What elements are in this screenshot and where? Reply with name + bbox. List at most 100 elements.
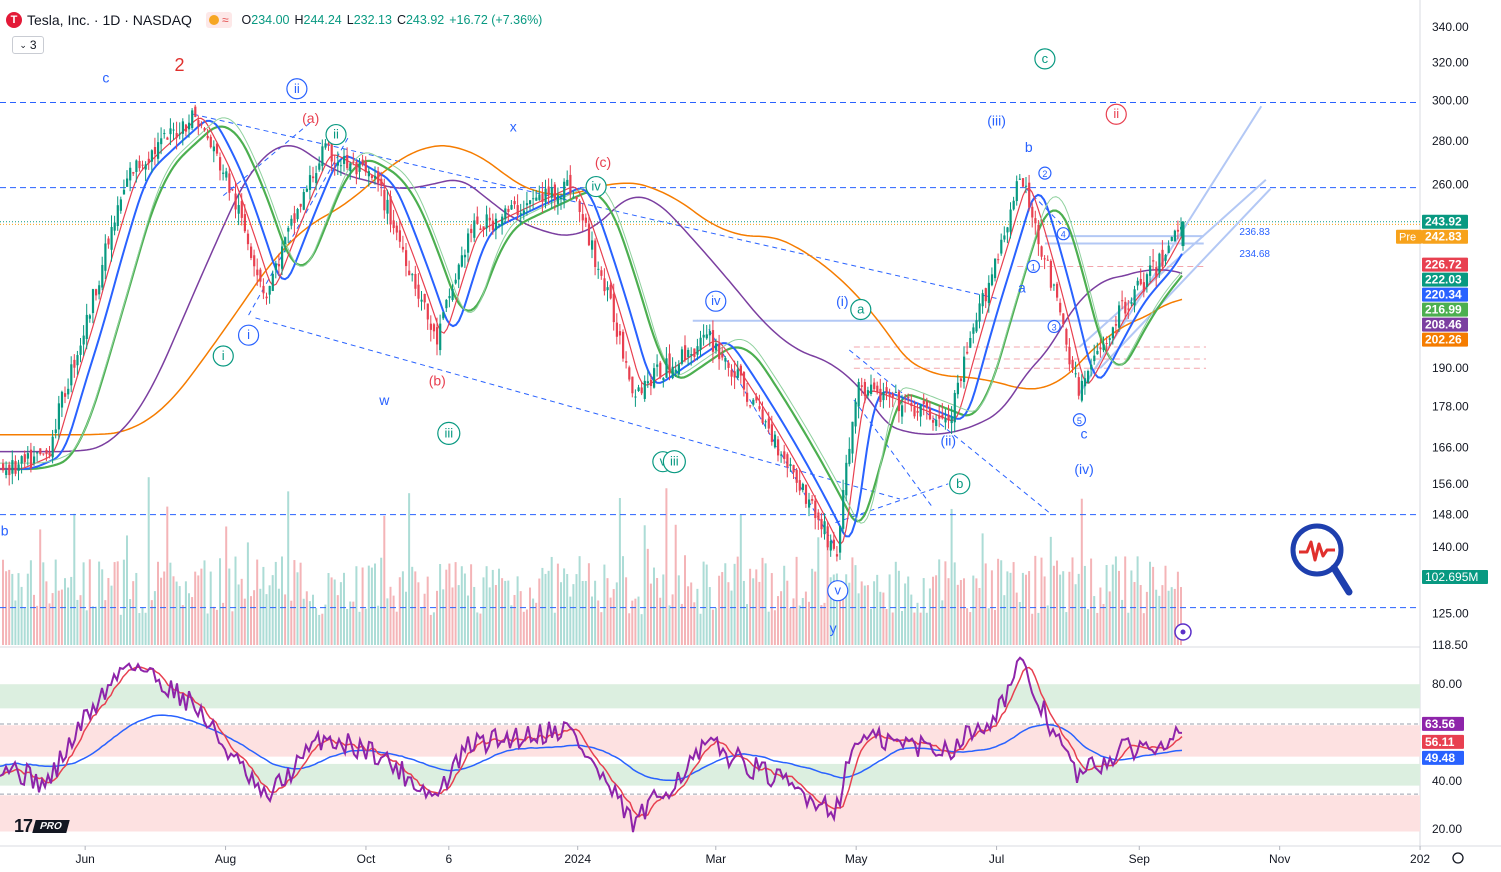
candle-body [203, 128, 206, 131]
volume-bar [1074, 584, 1077, 645]
volume-bar [336, 595, 339, 645]
volume-bar [448, 563, 451, 645]
volume-bar [126, 535, 128, 645]
volume-bar [473, 586, 476, 645]
candle-body [206, 135, 209, 139]
candle-body [113, 222, 116, 231]
volume-bar [835, 573, 838, 645]
candle-body [541, 193, 544, 202]
premarket-badge [1396, 229, 1422, 244]
candle-body [150, 150, 153, 162]
candle-body [67, 388, 70, 395]
candle-body [234, 193, 237, 210]
wave-label: 1 [1031, 262, 1036, 272]
candle-body [1009, 209, 1012, 232]
candle-body [529, 200, 532, 204]
rsi-zone-2 [0, 763, 1420, 786]
volume-bar [1102, 603, 1105, 645]
candle-body [1000, 239, 1003, 254]
volume-bar [26, 573, 29, 645]
candle-body [448, 296, 451, 299]
candle-body [532, 198, 535, 200]
volume-bar [479, 613, 482, 645]
candle-body [879, 388, 882, 403]
candle-body [560, 197, 563, 200]
candle-body [600, 270, 603, 276]
volume-bar [928, 588, 931, 645]
time-tick-label: Jul [989, 852, 1004, 866]
tradingview-logo[interactable]: 17 PRO [14, 816, 70, 837]
elliott-wave-labels: c2ii(a)iix(c)ivii(b)wiiiivviii(i)a(ii)bv… [1, 48, 1127, 636]
volume-bar [618, 498, 621, 645]
candle-body [953, 392, 956, 423]
candle-body [795, 470, 798, 483]
candle-body [367, 171, 370, 177]
volume-bar [1077, 573, 1080, 645]
symbol-title[interactable]: Tesla, Inc. · 1D · NASDAQ [27, 12, 192, 28]
wave-label: a [857, 302, 865, 317]
indicators-toggle-button[interactable]: ⌄ 3 [12, 36, 44, 54]
volume-bar [296, 572, 299, 645]
candle-body [1111, 327, 1114, 339]
candle-body [553, 184, 556, 200]
candle-body [225, 171, 228, 178]
volume-bar [1096, 612, 1099, 645]
volume-bar [804, 591, 807, 645]
volume-bar [76, 599, 79, 645]
wave-label: (iii) [987, 112, 1006, 128]
volume-bar [175, 581, 178, 645]
price-tick-label: 280.00 [1432, 134, 1469, 148]
volume-bar [755, 569, 758, 645]
candle-body [783, 451, 786, 460]
volume-bar [212, 606, 215, 645]
volume-bar [1049, 536, 1052, 645]
candle-body [603, 278, 606, 292]
candle-body [1124, 301, 1127, 314]
time-tick-label: Aug [215, 852, 236, 866]
ohlc-value: 234.00 [251, 13, 290, 27]
candle-body [1176, 229, 1180, 232]
volume-bar [73, 513, 76, 645]
volume-bar [60, 589, 63, 645]
candle-body [798, 480, 801, 491]
volume-bar [643, 525, 646, 645]
volume-bar [733, 563, 736, 645]
volume-bar [721, 572, 724, 645]
volume-bar [1155, 589, 1158, 645]
candle-body [925, 401, 928, 408]
candle-body [194, 106, 197, 117]
volume-bar [978, 587, 981, 645]
volume-bar [1173, 588, 1176, 645]
candle-body [405, 250, 408, 267]
wave-label-circle [1034, 48, 1056, 70]
ohlc-key: L [346, 13, 354, 27]
volume-bar [250, 596, 252, 645]
volume-bar [268, 585, 271, 645]
time-tick-label: Sep [1129, 852, 1151, 866]
candle-body [550, 187, 553, 198]
wave-label-circle [662, 450, 686, 474]
candle-body [439, 323, 442, 351]
volume-bar [888, 574, 891, 645]
candle-body [848, 448, 851, 465]
wave-icon: ≈ [221, 13, 229, 27]
channel-line [1099, 188, 1272, 369]
session-status-badge[interactable]: ≈ [205, 12, 232, 28]
candle-body [60, 391, 64, 408]
candle-body [17, 464, 20, 471]
candle-body [1114, 324, 1118, 326]
volume-bar [597, 600, 600, 645]
symbol-header[interactable]: T Tesla, Inc. · 1D · NASDAQ ≈ O234.00 H24… [6, 9, 547, 31]
candle-body [789, 464, 792, 467]
candle-body [780, 454, 783, 456]
wave-label: a [1018, 280, 1026, 296]
candle-body [240, 201, 243, 218]
volume-bar [538, 578, 541, 645]
price-badge-label: 222.03 [1425, 273, 1462, 287]
candle-body [420, 299, 423, 302]
candle-body [157, 142, 160, 159]
settings-gear-icon[interactable] [1452, 852, 1464, 864]
volume-bar [147, 477, 150, 645]
candle-body [1031, 206, 1034, 218]
